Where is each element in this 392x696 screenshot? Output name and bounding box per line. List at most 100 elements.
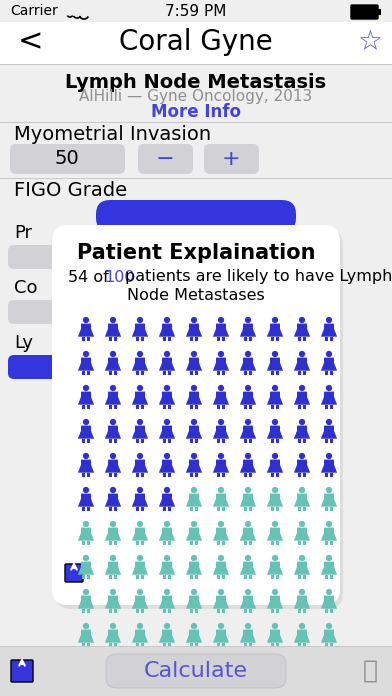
Text: 50: 50 — [54, 150, 79, 168]
Circle shape — [299, 623, 305, 629]
Bar — [163, 438, 166, 443]
Bar — [218, 438, 220, 443]
Polygon shape — [321, 564, 337, 575]
Text: AlHilli — Gyne Oncology, 2013: AlHilli — Gyne Oncology, 2013 — [79, 90, 313, 104]
FancyBboxPatch shape — [324, 596, 334, 601]
Bar — [249, 642, 252, 647]
Polygon shape — [186, 496, 202, 507]
Circle shape — [245, 385, 251, 391]
Circle shape — [164, 589, 170, 595]
Bar — [276, 609, 279, 613]
Bar — [141, 438, 143, 443]
FancyBboxPatch shape — [189, 493, 199, 499]
Polygon shape — [213, 633, 229, 642]
Bar — [141, 541, 143, 545]
Polygon shape — [132, 633, 148, 642]
FancyBboxPatch shape — [135, 358, 145, 363]
Bar — [325, 404, 328, 409]
FancyBboxPatch shape — [162, 392, 172, 397]
Bar — [218, 473, 220, 477]
Bar — [191, 642, 193, 647]
Polygon shape — [240, 462, 256, 473]
Polygon shape — [78, 530, 94, 541]
Bar — [163, 337, 166, 341]
FancyBboxPatch shape — [324, 459, 334, 465]
Circle shape — [272, 351, 278, 357]
Bar — [195, 642, 198, 647]
Circle shape — [137, 453, 143, 459]
FancyBboxPatch shape — [297, 493, 307, 499]
Polygon shape — [78, 361, 94, 371]
Circle shape — [272, 385, 278, 391]
FancyBboxPatch shape — [189, 324, 199, 329]
FancyBboxPatch shape — [81, 528, 91, 533]
Circle shape — [110, 419, 116, 425]
FancyBboxPatch shape — [297, 392, 307, 397]
Bar — [271, 507, 274, 511]
Circle shape — [83, 317, 89, 323]
Text: Carrier: Carrier — [10, 4, 58, 18]
Bar — [195, 575, 198, 579]
Bar — [141, 473, 143, 477]
Polygon shape — [186, 633, 202, 642]
Polygon shape — [105, 462, 121, 473]
Circle shape — [326, 385, 332, 391]
FancyBboxPatch shape — [135, 392, 145, 397]
FancyBboxPatch shape — [135, 425, 145, 431]
Bar — [191, 473, 193, 477]
Bar — [82, 507, 85, 511]
Polygon shape — [321, 599, 337, 609]
Polygon shape — [321, 428, 337, 438]
Circle shape — [164, 351, 170, 357]
Bar — [276, 473, 279, 477]
FancyBboxPatch shape — [108, 392, 118, 397]
Bar — [0, 215, 392, 475]
Bar — [109, 642, 112, 647]
Bar — [136, 473, 139, 477]
Bar — [82, 371, 85, 375]
Circle shape — [83, 385, 89, 391]
Polygon shape — [213, 395, 229, 404]
Polygon shape — [105, 326, 121, 337]
Bar — [82, 642, 85, 647]
Polygon shape — [294, 462, 310, 473]
Bar — [136, 575, 139, 579]
Bar — [325, 609, 328, 613]
Polygon shape — [159, 564, 175, 575]
Bar — [191, 371, 193, 375]
Polygon shape — [240, 326, 256, 337]
FancyBboxPatch shape — [216, 425, 226, 431]
Bar — [303, 404, 306, 409]
Circle shape — [137, 419, 143, 425]
Bar — [109, 541, 112, 545]
Bar — [82, 404, 85, 409]
FancyBboxPatch shape — [270, 425, 280, 431]
Bar — [222, 609, 225, 613]
Polygon shape — [132, 564, 148, 575]
Bar — [191, 609, 193, 613]
Bar — [303, 575, 306, 579]
Polygon shape — [321, 462, 337, 473]
Bar — [218, 507, 220, 511]
Bar — [303, 642, 306, 647]
Bar — [298, 541, 301, 545]
Bar — [222, 541, 225, 545]
FancyBboxPatch shape — [108, 459, 118, 465]
Polygon shape — [294, 564, 310, 575]
Bar — [114, 404, 116, 409]
Circle shape — [137, 589, 143, 595]
Circle shape — [164, 487, 170, 493]
Bar — [87, 371, 90, 375]
FancyBboxPatch shape — [216, 596, 226, 601]
Text: ⚹: ⚹ — [363, 659, 377, 683]
Polygon shape — [186, 564, 202, 575]
Bar — [244, 371, 247, 375]
FancyBboxPatch shape — [243, 493, 253, 499]
Bar — [244, 337, 247, 341]
Bar — [195, 609, 198, 613]
Bar — [330, 642, 332, 647]
Bar — [298, 609, 301, 613]
Polygon shape — [213, 462, 229, 473]
FancyBboxPatch shape — [189, 358, 199, 363]
FancyBboxPatch shape — [270, 324, 280, 329]
